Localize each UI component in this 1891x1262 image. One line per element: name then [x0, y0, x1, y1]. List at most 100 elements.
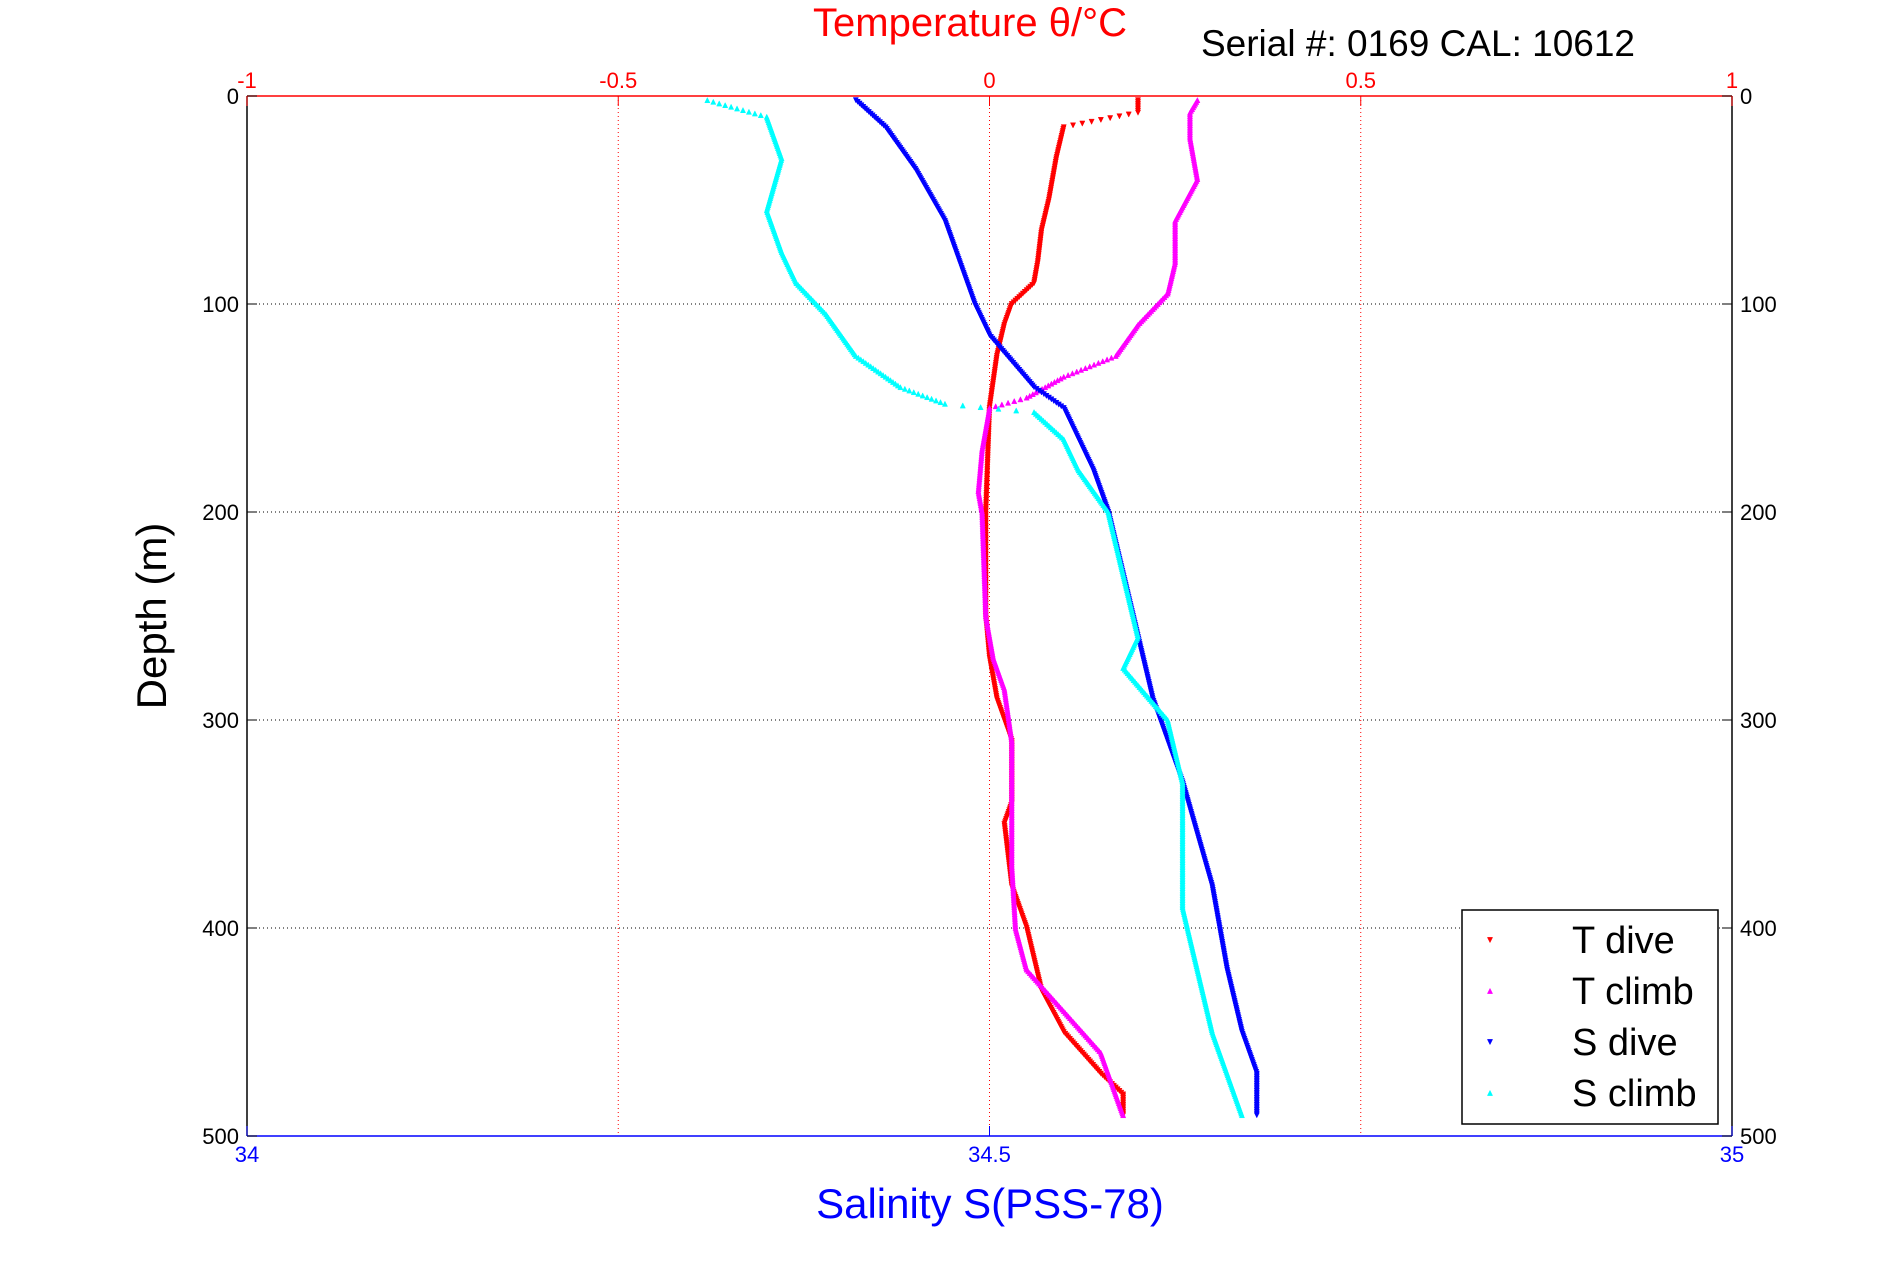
data-point: [915, 390, 922, 397]
x-top-tick-label: -1: [237, 68, 257, 93]
y-right-tick-label: 100: [1740, 292, 1777, 317]
data-point: [1107, 115, 1114, 122]
series-t-climb: [975, 97, 1201, 1119]
chart-title: Temperature θ/°C: [813, 1, 1127, 45]
series-t-dive: [982, 97, 1142, 1119]
data-point: [1086, 363, 1093, 370]
data-point: [919, 392, 926, 399]
y-tick-label: 500: [202, 1124, 239, 1149]
data-point: [1104, 356, 1111, 363]
data-point: [928, 395, 935, 402]
data-point: [728, 103, 735, 110]
x-top-tick-label: -0.5: [599, 68, 637, 93]
data-point: [1238, 1112, 1245, 1119]
y-right-tick-label: 0: [1740, 84, 1752, 109]
x-top-tick-label: 0.5: [1345, 68, 1376, 93]
legend-label: S climb: [1572, 1073, 1697, 1115]
data-point: [1057, 375, 1064, 382]
data-point: [924, 394, 931, 401]
data-point: [745, 108, 752, 115]
data-point: [1013, 407, 1020, 414]
data-point: [1051, 378, 1058, 385]
data-point: [1032, 389, 1039, 396]
series-s-climb: [704, 97, 1245, 1119]
data-point: [1082, 364, 1089, 371]
y-tick-label: 200: [202, 500, 239, 525]
data-point: [1253, 1112, 1260, 1119]
data-point: [1108, 354, 1115, 361]
x-bottom-tick-label: 35: [1720, 1142, 1744, 1167]
data-point: [722, 101, 729, 109]
data-point: [757, 111, 764, 118]
data-point: [1023, 394, 1030, 401]
data-point: [1029, 390, 1036, 397]
data-point: [704, 97, 711, 104]
y-right-tick-label: 200: [1740, 500, 1777, 525]
x-axis-bottom-label: Salinity S(PSS-78): [816, 1180, 1164, 1227]
ticks: 0 0 100 100 200 200 300 300 400 400 500 500 -1 -0.5 0 0…: [202, 68, 1776, 1167]
data-point: [906, 387, 913, 394]
data-point: [716, 100, 723, 107]
data-point: [959, 402, 966, 409]
data-point: [941, 400, 948, 407]
data-point: [1045, 382, 1052, 389]
data-point: [739, 106, 746, 113]
data-point: [901, 385, 908, 392]
data-point: [1097, 117, 1104, 124]
x-bottom-tick-label: 34.5: [968, 1142, 1011, 1167]
data-point: [1112, 352, 1119, 359]
y-right-tick-label: 400: [1740, 916, 1777, 941]
data-point: [1054, 377, 1061, 384]
legend-label: T climb: [1572, 971, 1694, 1013]
y-tick-label: 300: [202, 708, 239, 733]
data-point: [910, 389, 917, 396]
data-point: [1099, 358, 1106, 365]
legend-marker: [1486, 1039, 1494, 1046]
data-point: [1125, 111, 1132, 118]
legend-label: S dive: [1572, 1022, 1678, 1064]
data-point: [1078, 366, 1085, 373]
data-point: [1070, 122, 1077, 129]
data-point: [992, 403, 999, 410]
grid: [247, 96, 1732, 1136]
data-point: [933, 397, 940, 404]
data-point: [1073, 368, 1080, 375]
data-point: [1095, 359, 1102, 366]
data-point: [1091, 361, 1098, 368]
data-point: [1079, 120, 1086, 127]
y-tick-label: 400: [202, 916, 239, 941]
legend-box: [1461, 909, 1719, 1125]
serial-subtitle: Serial #: 0169 CAL: 10612: [1201, 23, 1635, 64]
data-point: [1005, 399, 1012, 406]
data-point: [937, 399, 944, 406]
data-point: [1116, 113, 1123, 120]
y-axis-label: Depth (m): [128, 523, 175, 710]
data-point: [1134, 109, 1142, 116]
data-point: [751, 110, 758, 117]
x-top-tick-label: 1: [1726, 68, 1738, 93]
y-tick-label: 100: [202, 292, 239, 317]
legend-marker: [1486, 987, 1494, 994]
y-tick-label: 0: [227, 84, 239, 109]
y-right-tick-label: 500: [1740, 1124, 1777, 1149]
data-point: [995, 405, 1002, 412]
series-layer: [704, 97, 1260, 1119]
x-top-tick-label: 0: [983, 68, 995, 93]
data-point: [1017, 396, 1024, 403]
x-bottom-tick-label: 34: [235, 1142, 259, 1167]
data-point: [1069, 370, 1076, 377]
data-point: [734, 105, 741, 112]
data-point: [977, 404, 984, 411]
data-point: [1042, 384, 1049, 391]
data-point: [710, 98, 717, 105]
legend-label: T dive: [1572, 920, 1675, 962]
data-point: [1065, 371, 1072, 378]
data-point: [1120, 1112, 1127, 1119]
data-point: [998, 401, 1005, 408]
data-point: [1088, 118, 1095, 125]
legend-marker: [1486, 937, 1494, 944]
data-point: [1026, 392, 1033, 399]
data-point: [1060, 373, 1067, 380]
data-point: [1048, 380, 1055, 387]
